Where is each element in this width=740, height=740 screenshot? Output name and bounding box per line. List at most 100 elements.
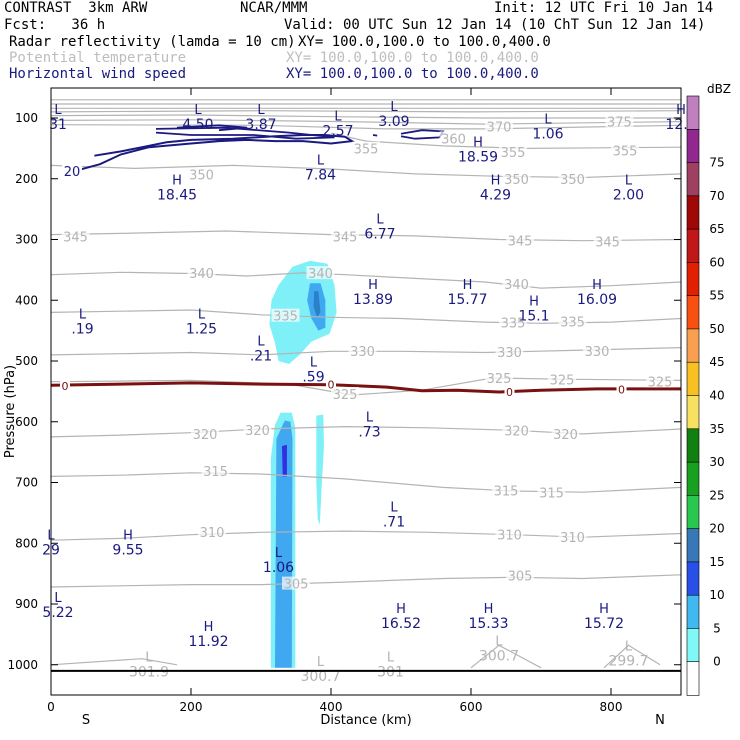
theta-label-bg <box>271 308 300 322</box>
colorbar-level-label: 30 <box>709 455 724 469</box>
theta-contour-label: 325 <box>648 375 673 390</box>
freezing-level-label: 0 <box>62 380 69 393</box>
wind-extremum-value: .21 <box>250 349 272 365</box>
theta-contour-label: 315 <box>539 486 564 501</box>
theta-contour-label: 325 <box>487 372 512 387</box>
theta-contour-label: 325 <box>550 373 575 388</box>
theta-label-bg <box>282 576 310 590</box>
wind-extremum-value: 1.06 <box>532 126 563 142</box>
colorbar-bin <box>686 661 700 696</box>
theta-contour-label: 305 <box>508 570 533 585</box>
theta-contour-label: 310 <box>497 528 522 543</box>
theta-contour-label: 330 <box>497 346 522 361</box>
wind-extremum-letter: H <box>599 602 609 617</box>
field2-xy: XY= 100.0,100.0 to 100.0,400.0 <box>286 50 539 66</box>
colorbar-bin <box>686 228 700 264</box>
freezing-level-label: 0 <box>328 379 335 392</box>
theta-contour-label: 355 <box>613 144 638 159</box>
theta-contour-label: 355 <box>501 146 526 161</box>
theta-contour-label: 345 <box>63 231 88 246</box>
theta-label-bg <box>502 172 531 185</box>
wind-extremum-value: .59 <box>302 369 324 385</box>
theta-label-bg <box>243 422 272 436</box>
wind-extremum-value: 16.52 <box>381 616 421 632</box>
colorbar-level-label: 55 <box>709 289 724 303</box>
field1-name: Radar reflectivity (lamda = 10 cm) <box>9 34 296 50</box>
theta-contour-line <box>603 644 661 669</box>
theta-label-bg <box>593 234 622 248</box>
freezing-label-bg <box>326 378 336 390</box>
colorbar-bin <box>686 395 700 430</box>
theta-label-bg <box>492 483 520 497</box>
theta-label-bg <box>646 374 674 388</box>
theta-contour-label: 320 <box>553 428 578 443</box>
theta-label-bg <box>502 277 531 291</box>
wind-extremum-letter: H <box>204 620 214 635</box>
north-label: N <box>655 713 665 728</box>
theta-label-bg <box>506 233 534 247</box>
theta-contour-label: 315 <box>494 485 519 500</box>
wind-extremum-letter: L <box>317 154 325 169</box>
wind-extremum-letter: H <box>473 135 483 150</box>
theta-extremum-value: 300.7 <box>300 669 340 685</box>
theta-contour-label: 320 <box>504 425 529 440</box>
theta-contour-label: 345 <box>595 236 620 251</box>
theta-label-bg <box>537 485 566 499</box>
x-tick-label: 200 <box>180 700 203 714</box>
wind-contour-label: 20 <box>64 165 81 180</box>
colorbar-bin <box>686 162 700 197</box>
theta-contour-label: 350 <box>560 173 585 188</box>
wind-extremum-value: 11.92 <box>188 634 228 650</box>
y-tick-label: 300 <box>15 233 38 247</box>
wind-extremum-value: 15.72 <box>584 616 624 632</box>
wind-extremum-letter: L <box>79 307 87 322</box>
theta-extremum-letter: L <box>145 651 153 666</box>
theta-label-bg <box>485 371 513 385</box>
wind-extremum-letter: L <box>310 355 318 370</box>
theta-contour-label: 325 <box>333 388 358 403</box>
theta-contour-label: 345 <box>333 231 358 246</box>
colorbar-bin <box>686 528 700 563</box>
theta-contour-label: 340 <box>308 267 333 282</box>
theta-label-bg <box>348 343 377 357</box>
theta-label-bg <box>306 266 335 280</box>
theta-label-bg <box>201 464 230 478</box>
wind-extremum-value: 6.77 <box>364 227 395 243</box>
wind-extremum-value: 4.29 <box>480 188 511 204</box>
colorbar-level-label: 20 <box>709 522 724 536</box>
colorbar-bin <box>686 461 700 497</box>
theta-label-bg <box>187 266 216 280</box>
colorbar-bin <box>686 95 700 131</box>
south-label: S <box>82 713 90 728</box>
model-label: CONTRAST 3km ARW <box>4 0 148 16</box>
theta-label-bg <box>558 529 587 543</box>
wind-extremum-value: 2.00 <box>613 188 644 204</box>
theta-contour-label: 310 <box>560 531 585 546</box>
theta-contour-label: 310 <box>200 526 225 541</box>
theta-label-bg <box>583 343 611 357</box>
init-label: Init: 12 UTC Fri 10 Jan 14 <box>494 0 714 16</box>
wind-extremum-letter: L <box>544 112 552 127</box>
wind-extremum-value: 15.33 <box>468 616 508 632</box>
colorbar-bin <box>686 594 700 630</box>
colorbar-bin <box>686 361 700 397</box>
field1-xy: XY= 100.0,100.0 to 100.0,400.0 <box>298 34 551 50</box>
colorbar-level-label: 70 <box>709 189 724 203</box>
theta-label-bg <box>495 345 524 359</box>
theta-extremum-value: 301.9 <box>129 665 169 681</box>
theta-contour-label: 350 <box>189 169 214 184</box>
theta-contour-line <box>50 472 682 493</box>
theta-extremum-value: 299.7 <box>608 654 648 670</box>
wind-extremum-value: 1.25 <box>186 321 217 337</box>
reflectivity-column-core <box>275 420 293 668</box>
wind-contour-line <box>68 134 355 174</box>
label-layer: 375 370 360 355 355 355 350 350 350 345 345 345 345 3… <box>42 100 697 685</box>
theta-label-bg <box>331 387 359 400</box>
theta-extremum-value: 300.7 <box>479 649 519 665</box>
theta-contour-line <box>50 271 682 289</box>
wind-extremum-letter: L <box>54 591 62 606</box>
theta-contour-line <box>50 347 682 356</box>
wind-extremum-value: 31 <box>49 117 67 133</box>
wind-extremum-letter: L <box>390 100 398 115</box>
plot-frame <box>50 87 682 696</box>
